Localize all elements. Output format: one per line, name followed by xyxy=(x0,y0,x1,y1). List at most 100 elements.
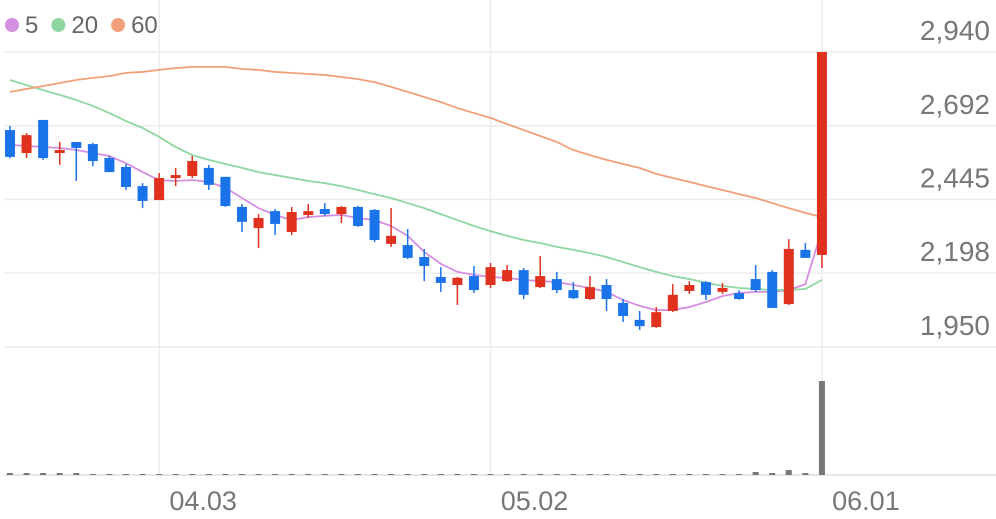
candle-body xyxy=(303,211,314,215)
candle-body xyxy=(551,279,562,291)
candle-body xyxy=(352,206,363,227)
x-tick-label: 05.02 xyxy=(501,486,569,516)
candle-body xyxy=(535,276,546,288)
volume-bar xyxy=(487,474,494,475)
candle-body xyxy=(71,141,82,148)
volume-bar xyxy=(73,473,80,475)
candle-body xyxy=(750,279,761,291)
volume-bar xyxy=(769,473,776,475)
volume-bar xyxy=(305,474,312,475)
legend: 5 20 60 xyxy=(5,12,158,39)
volume-bar xyxy=(7,473,13,475)
candle-body xyxy=(5,130,15,157)
volume-bar xyxy=(371,474,378,475)
volume-bar xyxy=(719,474,726,475)
candle-body xyxy=(402,245,413,258)
ma-line xyxy=(9,144,823,311)
volume-bar xyxy=(404,474,411,475)
candle-body xyxy=(816,51,827,255)
candle-body xyxy=(386,235,397,244)
legend-marker xyxy=(5,18,19,32)
volume-bar xyxy=(354,474,361,475)
y-tick-label: 2,198 xyxy=(920,236,990,267)
candle-body xyxy=(137,186,148,201)
volume-bar xyxy=(288,474,295,475)
volume-bar xyxy=(603,474,610,475)
volume-bar xyxy=(454,474,461,475)
volume-bar xyxy=(520,474,527,475)
candle-body xyxy=(518,270,529,295)
volume-bar xyxy=(686,474,693,475)
candle-body xyxy=(584,287,595,300)
volume-bar xyxy=(56,473,63,475)
volume-bar xyxy=(437,474,444,475)
volume-bar xyxy=(470,474,477,475)
candle-body xyxy=(253,217,264,229)
candle-body xyxy=(435,276,446,283)
legend-label: 5 xyxy=(25,12,38,39)
volume-bar xyxy=(785,470,792,475)
volume-bar xyxy=(504,474,511,475)
volume-bar xyxy=(238,474,245,475)
volume-bar xyxy=(537,474,544,475)
candle-body xyxy=(203,167,214,185)
candle-body xyxy=(104,158,115,173)
candle-body xyxy=(87,144,98,162)
volume-bar xyxy=(702,474,709,475)
candle-body xyxy=(452,277,463,286)
legend-label: 20 xyxy=(71,12,98,39)
volume-bar xyxy=(570,474,577,475)
volume-bar xyxy=(172,474,179,475)
volume-bar xyxy=(23,473,30,475)
candles xyxy=(5,51,827,331)
volume-bar xyxy=(338,474,345,475)
candle-body xyxy=(38,119,49,159)
x-tick-label: 04.03 xyxy=(169,486,237,516)
moving-averages xyxy=(9,65,823,311)
candle-body xyxy=(502,270,513,282)
volume-bar xyxy=(156,474,163,475)
volume-bar xyxy=(421,474,428,475)
volume-bar xyxy=(189,474,196,475)
candle-body xyxy=(154,178,165,201)
candle-body xyxy=(568,290,579,299)
candle-body xyxy=(236,206,247,222)
candle-body xyxy=(170,175,181,179)
volume-bar xyxy=(89,474,96,475)
x-tick-label: 06.01 xyxy=(832,486,900,516)
candle-body xyxy=(419,257,430,266)
volume-bar xyxy=(636,474,643,475)
candle-body xyxy=(717,287,728,292)
volume-bar xyxy=(653,474,660,475)
volume-bar xyxy=(620,474,627,475)
volume-bar xyxy=(736,474,743,475)
candle-body xyxy=(767,271,778,308)
candle-body xyxy=(319,209,330,215)
volume xyxy=(7,381,825,475)
candle-body xyxy=(684,285,695,291)
legend-marker xyxy=(111,18,126,32)
volume-bar xyxy=(222,474,229,475)
candle-body xyxy=(601,285,612,300)
volume-bar xyxy=(752,472,759,475)
candle-body xyxy=(220,176,231,207)
y-tick-label: 1,950 xyxy=(920,310,990,341)
volume-bar xyxy=(255,474,262,475)
ma-line xyxy=(9,79,823,291)
candle-body xyxy=(783,248,794,305)
ma-line xyxy=(9,65,823,218)
volume-bar xyxy=(669,474,676,475)
candle-body xyxy=(618,302,629,317)
candle-body xyxy=(800,249,811,258)
candle-body xyxy=(270,211,281,224)
candle-body xyxy=(651,312,662,328)
volume-bar xyxy=(205,474,212,475)
candle-body xyxy=(21,135,32,154)
candle-body xyxy=(667,294,678,311)
volume-bar xyxy=(40,473,47,475)
y-tick-label: 2,940 xyxy=(920,15,990,46)
volume-bar xyxy=(122,474,129,475)
volume-bar xyxy=(388,474,395,475)
volume-bar xyxy=(586,474,593,475)
